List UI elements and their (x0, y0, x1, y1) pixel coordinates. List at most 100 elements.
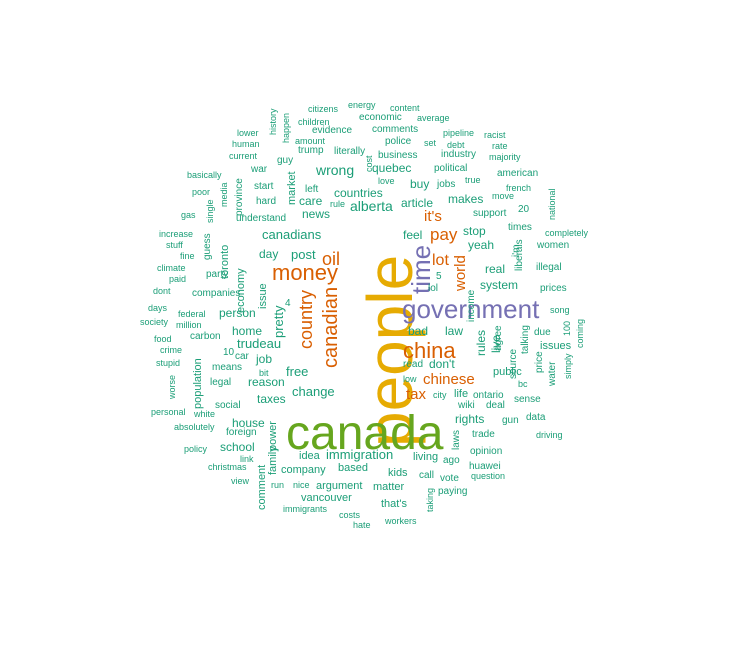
word-100: 100 (562, 320, 572, 336)
word-means: means (212, 362, 243, 373)
word-absolutely: absolutely (174, 422, 215, 432)
word-majority: majority (489, 152, 521, 162)
word-american: american (497, 168, 539, 179)
word-business: business (378, 150, 418, 161)
word-view: view (231, 476, 250, 486)
word-argument: argument (316, 480, 363, 492)
word-jobs: jobs (437, 179, 456, 190)
word-bit: bit (259, 368, 269, 378)
word-industry: industry (441, 149, 477, 160)
word-issue: issue (257, 283, 269, 309)
word-rule: rule (330, 199, 346, 209)
word-gun: gun (502, 415, 519, 426)
word-climate: climate (157, 263, 186, 273)
word-average: average (417, 113, 450, 123)
word-trudeau: trudeau (237, 336, 282, 351)
word-question: question (471, 471, 506, 481)
word-talking: talking (520, 325, 531, 354)
word-source: source (508, 348, 519, 379)
word-stuff: stuff (166, 240, 183, 250)
word-change: change (292, 384, 335, 399)
word-tax: tax (406, 386, 427, 403)
word-care: care (299, 194, 323, 208)
word-pipeline: pipeline (443, 128, 475, 138)
word-energy: energy (348, 100, 376, 110)
word-literally: literally (334, 146, 366, 157)
word-workers: workers (385, 516, 417, 526)
word-company: company (281, 464, 326, 476)
word-ago: ago (443, 455, 460, 466)
word-life: life (454, 388, 469, 400)
word-rate: rate (492, 141, 508, 151)
word-money: money (272, 260, 339, 285)
word-makes: makes (448, 192, 484, 206)
word-completely: completely (545, 228, 589, 238)
word-due: due (534, 327, 551, 338)
word-government: government (402, 294, 540, 324)
word-coming: coming (575, 318, 585, 348)
word-kids: kids (388, 467, 408, 479)
word-start: start (254, 181, 274, 192)
word-lot: lot (432, 252, 449, 269)
word-love: love (378, 176, 395, 186)
word-amount: amount (295, 136, 326, 146)
word-countries: countries (334, 186, 383, 200)
word-city: city (433, 390, 447, 400)
word-paying: paying (438, 486, 468, 497)
word-canadian: canadian (320, 286, 342, 368)
word-system: system (480, 278, 519, 292)
word-society: society (140, 317, 169, 327)
word-cost: cost (364, 155, 374, 172)
word-issues: issues (540, 340, 572, 352)
word-personal: personal (151, 407, 186, 417)
word-basically: basically (187, 170, 222, 180)
word-pretty: pretty (271, 305, 286, 338)
word-call: call (419, 470, 435, 481)
word-policy: policy (184, 444, 208, 454)
word-price: price (534, 351, 545, 373)
word-million: million (176, 320, 202, 330)
word-driving: driving (536, 430, 563, 440)
word-content: content (390, 103, 420, 113)
word-war: war (251, 164, 268, 175)
word-media: media (219, 182, 229, 207)
word-10: 10 (223, 347, 235, 358)
word-women: women (537, 240, 570, 251)
word-current: current (229, 151, 258, 161)
word-matter: matter (373, 481, 405, 493)
word-taking: taking (425, 487, 435, 512)
word-lol: lol (428, 283, 439, 294)
word-legal: legal (210, 377, 232, 388)
word-political: political (434, 163, 468, 174)
word-it-s: it's (424, 208, 442, 225)
word-national: national (547, 188, 557, 220)
word-living: living (413, 451, 439, 463)
word-children: children (298, 117, 330, 127)
word-school: school (220, 440, 255, 454)
word-idea: idea (299, 450, 320, 462)
word-social: social (215, 400, 241, 411)
word-citizens: citizens (308, 104, 339, 114)
word-song: song (550, 305, 570, 315)
word-person: person (219, 306, 256, 320)
word-quebec: quebec (372, 161, 412, 175)
word-human: human (232, 139, 260, 149)
word-wrong: wrong (316, 162, 355, 178)
word-low: low (403, 374, 417, 384)
word-crime: crime (160, 345, 182, 355)
word-stop: stop (463, 224, 486, 238)
word-rules: rules (474, 329, 488, 356)
word-white: white (194, 409, 216, 419)
word-hate: hate (353, 520, 371, 530)
word-comments: comments (372, 124, 419, 135)
word-food: food (154, 334, 172, 344)
word-5: 5 (436, 271, 442, 282)
word-nice: nice (293, 480, 310, 490)
word-data: data (526, 412, 546, 423)
word-public: public (493, 366, 522, 378)
word-lower: lower (237, 128, 259, 138)
word-i-m: i'm (511, 244, 522, 257)
word-bad: bad (408, 324, 429, 338)
word-vancouver: vancouver (301, 492, 352, 504)
